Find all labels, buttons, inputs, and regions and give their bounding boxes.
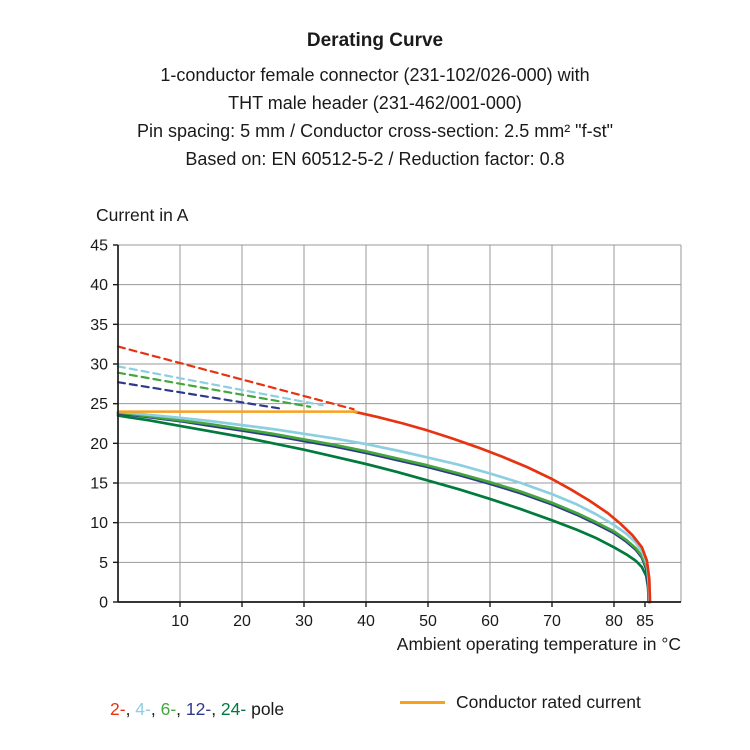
y-tick-label: 5 [99,555,108,572]
rated-current-label: Conductor rated current [456,692,641,712]
legend-separator: , [150,699,161,719]
chart-title: Derating Curve [306,30,444,51]
y-axis-label: Current in A [96,205,189,225]
legend-separator: , [125,699,136,719]
chart-subtitle-line-2: THT male header (231-462/001-000) [228,93,522,113]
legend-rated: Conductor rated current [400,692,641,713]
series-24-pole-derating-curve [116,414,651,604]
y-tick-label: 35 [90,317,108,334]
chart-header: Derating Curve 1-conductor female connec… [0,30,750,173]
legend-separator: , [211,699,221,719]
x-tick-label: 40 [357,613,375,630]
y-tick-label: 15 [90,476,108,493]
x-tick-label: 60 [481,613,499,630]
series-6-pole-unreduced-limit [116,371,312,408]
y-tick-label: 40 [90,277,108,294]
chart-subtitle-line-3: Pin spacing: 5 mm / Conductor cross-sect… [137,121,613,141]
y-tick-label: 25 [90,396,108,413]
legend-pole-2: 2- [110,699,126,719]
x-tick-label: 30 [295,613,313,630]
x-tick-label: 70 [543,613,561,630]
legend-separator: , [176,699,186,719]
chart-subtitle-line-1: 1-conductor female connector (231-102/02… [160,65,590,85]
legend-pole-suffix: pole [246,699,285,719]
legend-pole-24: 24- [220,699,247,719]
series-4-pole-derating-curve [116,410,651,604]
y-tick-label: 20 [90,436,108,453]
x-tick-label: 80 [605,613,623,630]
x-tick-label: 85 [636,613,654,630]
series-2-pole-derating-curve [352,410,652,604]
series-2-pole-unreduced-limit [116,345,355,411]
y-tick-label: 0 [99,595,108,612]
y-tick-label: 45 [90,238,108,255]
x-tick-label: 20 [233,613,251,630]
x-tick-label: 50 [419,613,437,630]
series-4-pole-unreduced-limit [116,365,324,407]
chart-subtitle-line-4: Based on: EN 60512-5-2 / Reduction facto… [185,149,565,169]
series-12-pole-unreduced-limit [116,381,281,410]
x-axis-label: Ambient operating temperature in °C [396,634,681,654]
rated-current-line-swatch [400,701,445,704]
legend-poles: 2-, 4-, 6-, 12-, 24- pole [110,699,284,720]
legend-pole-6: 6- [160,699,177,719]
x-tick-label: 10 [171,613,189,630]
series-6-pole-derating-curve [116,411,651,604]
y-tick-label: 30 [90,357,108,374]
legend-pole-12: 12- [185,699,212,719]
legend-pole-4: 4- [135,699,151,719]
series-12-pole-derating-curve [116,411,651,604]
y-tick-label: 10 [90,515,108,532]
